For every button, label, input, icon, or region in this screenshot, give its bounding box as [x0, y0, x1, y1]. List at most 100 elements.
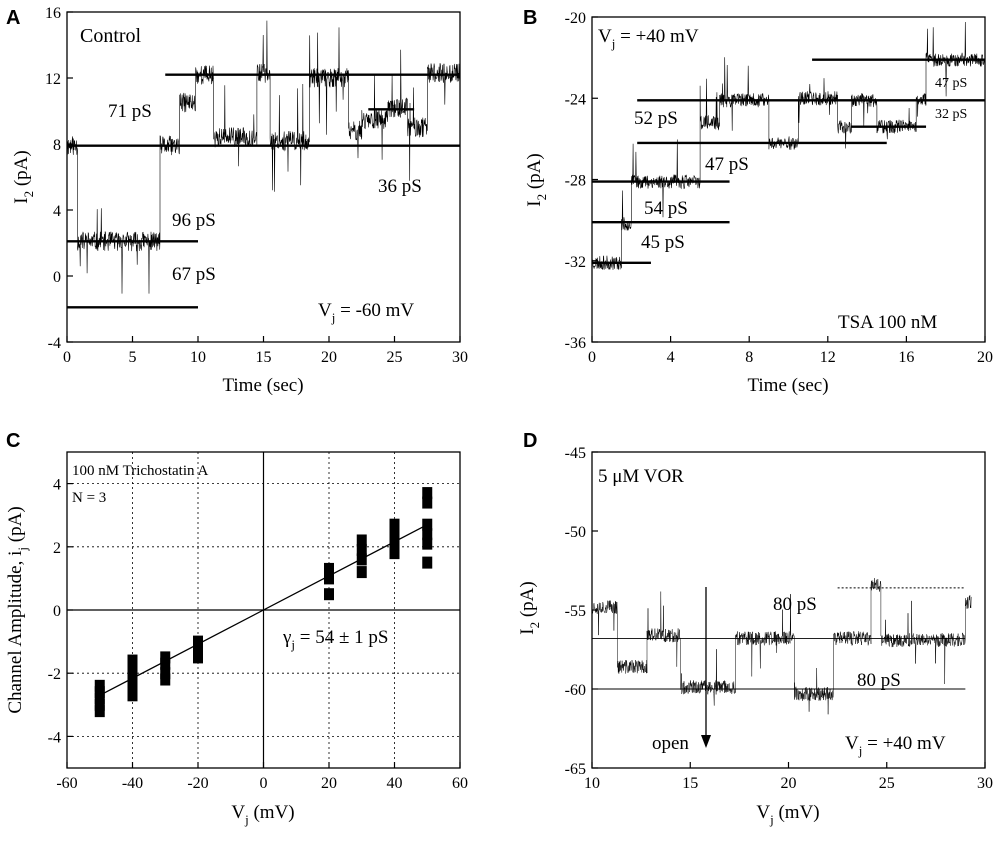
panel-d-xtick-label: 30	[977, 775, 993, 792]
panel-c-ytick-label: -4	[48, 729, 61, 746]
panel-c-point	[389, 537, 400, 550]
panel-label-b: B	[523, 7, 537, 29]
panel-d-ticks: 10 15 20 25 30 -65 -60 -55 -50 -45	[565, 445, 993, 792]
panel-d-open-arrow-head	[701, 735, 711, 748]
panel-c-point	[94, 705, 105, 718]
panel-c-point	[356, 566, 367, 579]
panel-d: 10 15 20 25 30 -65 -60 -55 -50 -45 5 μM VOR 80 pS…	[517, 445, 993, 827]
panel-c-point	[389, 518, 400, 531]
panel-c-fit-line	[99, 524, 428, 696]
panel-b-xtick-label: 20	[977, 349, 993, 366]
panel-c-point	[160, 657, 171, 670]
panel-c-point	[160, 651, 171, 664]
panel-c-ytick-label: 4	[53, 477, 61, 494]
panel-d-xtick-label: 20	[781, 775, 797, 792]
panel-c-frame	[66, 451, 461, 769]
panel-a-xtick-label: 5	[129, 349, 137, 366]
panel-c-point	[422, 496, 433, 509]
panel-c-point	[127, 689, 138, 702]
panel-a-annotation-36ps: 36 pS	[378, 176, 422, 197]
panel-c-point	[356, 553, 367, 566]
panel-c-ytick-label: -2	[48, 666, 61, 683]
panel-c-xtick-label: -20	[187, 775, 208, 792]
panel-b-annotation-47ps: 47 pS	[705, 154, 749, 175]
panel-a-ytick-label: 0	[53, 269, 61, 286]
panel-d-title: 5 μM VOR	[598, 466, 684, 487]
panel-b-ytick-label: -28	[565, 173, 586, 190]
panel-d-xtick-label: 10	[584, 775, 600, 792]
panel-a-annotation-96ps: 96 pS	[172, 210, 216, 231]
panel-b-vj: Vj = +40 mV	[598, 26, 699, 51]
panel-a-annotation-71ps: 71 pS	[108, 101, 152, 122]
panel-a-frame	[66, 11, 461, 343]
panel-b-xtick-label: 8	[745, 349, 753, 366]
panel-c-gamma: γj = 54 ± 1 pS	[282, 627, 389, 652]
panel-c-annotation-tsa: 100 nM Trichostatin A	[72, 463, 208, 479]
panel-c-point	[94, 698, 105, 711]
panel-b-ytick-label: -32	[565, 254, 586, 271]
panel-c-point	[127, 673, 138, 686]
panel-c-point	[389, 547, 400, 560]
panel-a-trace	[66, 20, 461, 294]
panel-c-xtick-label: 0	[260, 775, 268, 792]
panel-b-frame	[591, 16, 986, 343]
panel-c-point	[127, 664, 138, 677]
panel-d-frame	[591, 451, 986, 769]
panel-label-d: D	[523, 430, 537, 452]
panel-label-c: C	[6, 430, 20, 452]
panel-a-ytick-label: 8	[53, 137, 61, 154]
panel-c-point	[422, 528, 433, 541]
panel-b-annotation-45ps: 45 pS	[641, 232, 685, 253]
panel-a-xlabel: Time (sec)	[222, 375, 303, 396]
panel-a-xtick-label: 30	[452, 349, 468, 366]
panel-b: 0 4 8 12 16 20 -36 -32 -28 -24 -20 Vj = +40 mV 52 …	[524, 10, 993, 396]
panel-c-point	[193, 635, 203, 648]
panel-d-annotation-80ps-lower: 80 pS	[857, 670, 901, 691]
panel-c-annotation-n: N = 3	[72, 490, 106, 506]
panel-a-ytick-label: 4	[53, 203, 61, 220]
panel-c-point	[94, 686, 105, 699]
panel-d-ylabel: I2 (pA)	[517, 581, 542, 634]
panel-b-title: TSA 100 nM	[838, 312, 937, 333]
panel-c-point	[160, 667, 171, 680]
panel-b-annotation-52ps: 52 pS	[634, 108, 678, 129]
panel-d-vj: Vj = +40 mV	[845, 733, 946, 758]
panel-d-ytick-label: -60	[565, 682, 586, 699]
panel-c-xtick-label: 60	[452, 775, 468, 792]
panel-b-ticks: 0 4 8 12 16 20 -36 -32 -28 -24 -20	[565, 10, 993, 366]
panel-d-ytick-label: -45	[565, 445, 586, 462]
panel-c-point	[356, 543, 367, 556]
panel-c-point	[324, 562, 334, 575]
panel-c-point	[324, 588, 334, 601]
panel-a-ytick-label: 16	[45, 5, 61, 22]
panel-c-xlabel: Vj (mV)	[231, 802, 294, 827]
panel-b-ytick-label: -24	[565, 91, 586, 108]
panel-b-xtick-label: 16	[898, 349, 914, 366]
panel-c-point	[160, 673, 171, 686]
panel-a-ytick-label: 12	[45, 71, 61, 88]
panel-b-xlabel: Time (sec)	[747, 375, 828, 396]
panel-c-ytick-label: 2	[53, 540, 61, 557]
panel-a-annotation-67ps: 67 pS	[172, 264, 216, 285]
panel-d-xtick-label: 25	[879, 775, 895, 792]
panel-b-xtick-label: 4	[667, 349, 675, 366]
panel-c-xtick-label: 20	[321, 775, 337, 792]
panel-c-ylabel: Channel Amplitude, ij (pA)	[5, 506, 30, 713]
panel-b-annotation-32ps: 32 pS	[935, 107, 967, 122]
panel-a-ytick-label: -4	[48, 335, 61, 352]
panel-d-ytick-label: -50	[565, 524, 586, 541]
panel-b-xtick-label: 0	[588, 349, 596, 366]
panel-c-point	[94, 692, 105, 705]
panel-c-point	[193, 651, 203, 664]
panel-d-ytick-label: -65	[565, 761, 586, 778]
panel-c-point	[422, 518, 433, 531]
panel-a-title: Control	[80, 25, 142, 47]
panel-d-ytick-label: -55	[565, 603, 586, 620]
panel-c-point	[193, 645, 203, 658]
panel-c-ytick-label: 0	[53, 603, 61, 620]
panel-a-xtick-label: 20	[321, 349, 337, 366]
